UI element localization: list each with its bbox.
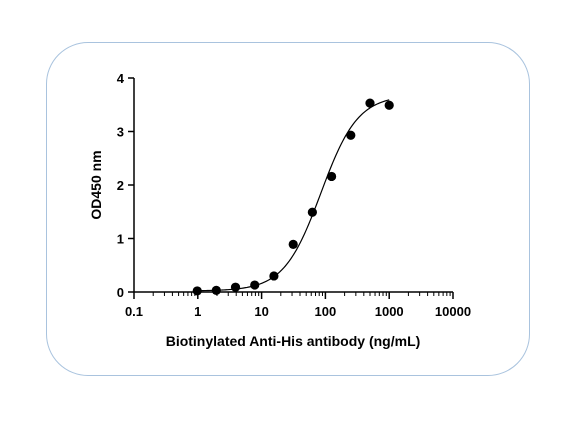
data-point [269, 271, 279, 281]
data-point [250, 280, 260, 290]
chart-frame [46, 42, 530, 376]
y-tick-label: 1 [117, 232, 124, 247]
data-point [326, 171, 337, 182]
data-point [211, 285, 221, 295]
y-tick-label: 4 [117, 71, 125, 86]
axes [133, 78, 453, 293]
data-points [192, 98, 394, 296]
y-tick-label: 3 [117, 125, 124, 140]
y-tick-label: 2 [117, 178, 124, 193]
data-point [192, 286, 202, 296]
x-tick-label: 10000 [435, 304, 471, 319]
data-point [384, 100, 394, 110]
x-tick-label: 1000 [375, 304, 404, 319]
x-tick-label: 1 [194, 304, 201, 319]
data-point [307, 207, 317, 217]
tick-marks [128, 77, 454, 299]
x-tick-label: 10 [254, 304, 268, 319]
fit-curve [197, 99, 390, 292]
tick-labels: 0 1 2 3 4 0.1 1 10 100 1000 10000 [117, 71, 471, 319]
data-point [288, 239, 298, 249]
y-axis-title: OD450 nm [88, 150, 104, 219]
x-tick-label: 0.1 [125, 304, 143, 319]
data-point [230, 282, 241, 292]
data-point [346, 130, 356, 140]
x-tick-label: 100 [315, 304, 337, 319]
y-tick-label: 0 [117, 285, 124, 300]
data-point [365, 98, 375, 108]
x-axis-title: Biotinylated Anti-His antibody (ng/mL) [166, 333, 421, 349]
